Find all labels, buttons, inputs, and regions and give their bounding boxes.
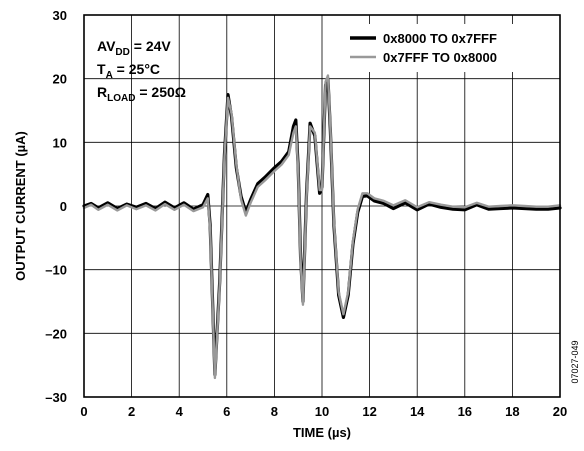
y-tick-label: 0 <box>60 199 67 214</box>
x-tick-label: 8 <box>271 404 278 419</box>
x-tick-label: 12 <box>362 404 376 419</box>
x-tick-label: 2 <box>128 404 135 419</box>
y-tick-label: 10 <box>53 135 67 150</box>
annotation-rload: RLOAD = 250Ω <box>97 84 186 104</box>
figure-id: 07027-049 <box>570 340 580 383</box>
x-tick-label: 10 <box>315 404 329 419</box>
legend-label-series-1: 0x8000 TO 0x7FFF <box>383 31 497 46</box>
legend-label-series-2: 0x7FFF TO 0x8000 <box>383 50 497 65</box>
y-tick-label: –10 <box>45 263 67 278</box>
y-axis-title: OUTPUT CURRENT (µA) <box>13 131 28 281</box>
tick-labels: 0 2 4 6 8 10 12 14 16 18 20 30 20 10 0 –10 –20 –30 <box>45 8 567 419</box>
y-tick-label: 30 <box>53 8 67 23</box>
annotation-ta: TA = 25°C <box>97 61 160 81</box>
series-layer <box>82 74 562 380</box>
y-tick-label: –20 <box>45 326 67 341</box>
y-tick-label: –30 <box>45 390 67 405</box>
x-tick-label: 4 <box>176 404 184 419</box>
x-tick-label: 18 <box>505 404 519 419</box>
series-line-2 <box>82 74 562 380</box>
legend: 0x8000 TO 0x7FFF 0x7FFF TO 0x8000 <box>345 24 535 72</box>
x-tick-label: 14 <box>410 404 425 419</box>
x-tick-label: 20 <box>553 404 567 419</box>
plot-frame <box>83 14 561 398</box>
conditions-annotation: AVDD = 24V TA = 25°C RLOAD = 250Ω <box>97 38 186 104</box>
x-axis-title: TIME (µs) <box>293 425 351 440</box>
x-tick-label: 0 <box>80 404 87 419</box>
annotation-avdd: AVDD = 24V <box>97 38 171 58</box>
y-tick-label: 20 <box>53 72 67 87</box>
x-tick-label: 16 <box>458 404 472 419</box>
legend-background <box>345 24 535 72</box>
x-tick-label: 6 <box>223 404 230 419</box>
